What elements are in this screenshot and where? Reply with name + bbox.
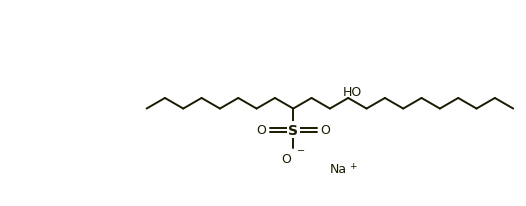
Text: O: O — [281, 152, 291, 165]
Text: O: O — [257, 124, 266, 137]
Text: Na: Na — [330, 163, 347, 176]
Text: HO: HO — [342, 85, 362, 98]
Text: −: − — [297, 145, 305, 155]
Text: O: O — [320, 124, 330, 137]
Text: +: + — [349, 162, 356, 171]
Text: S: S — [288, 123, 298, 137]
